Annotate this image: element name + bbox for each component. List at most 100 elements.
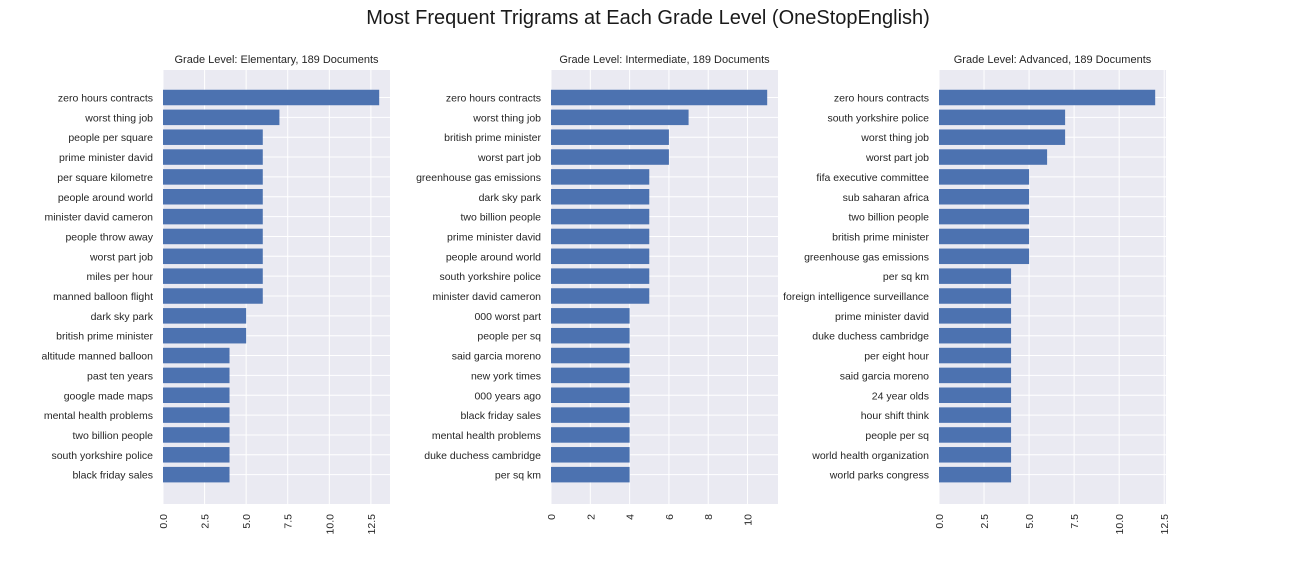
bar [939, 268, 1012, 284]
bar [551, 447, 630, 463]
bar [939, 208, 1030, 225]
category-label: south yorkshire police [439, 271, 541, 283]
bar [551, 129, 669, 145]
category-label: british prime minister [444, 132, 541, 144]
bar [551, 387, 630, 403]
category-label: worst thing job [472, 112, 541, 124]
category-label: sub saharan africa [843, 192, 930, 204]
bar [163, 347, 230, 364]
panel-title: Grade Level: Advanced, 189 Documents [954, 54, 1152, 66]
category-label: people per sq [477, 331, 541, 343]
bar [939, 288, 1012, 304]
category-label: black friday sales [72, 470, 153, 482]
x-tick-label: 5.0 [1024, 514, 1036, 529]
bar [939, 308, 1012, 324]
category-label: google made maps [64, 390, 153, 402]
bar [939, 149, 1048, 165]
bar [939, 347, 1012, 364]
category-label: prime minister david [835, 311, 929, 323]
bar [551, 407, 630, 423]
category-label: south yorkshire police [827, 112, 929, 124]
bar [551, 189, 650, 205]
bar [163, 169, 263, 185]
bar [163, 466, 230, 483]
panel-title: Grade Level: Intermediate, 189 Documents [559, 54, 770, 66]
bar [163, 407, 230, 423]
category-label: said garcia moreno [840, 370, 929, 382]
x-tick-label: 7.5 [1069, 514, 1081, 529]
x-tick-label: 0.0 [158, 514, 170, 529]
x-tick-label: 10.0 [324, 514, 336, 535]
category-label: 000 years ago [474, 390, 541, 402]
bar [939, 327, 1012, 344]
category-label: 24 year olds [872, 390, 929, 402]
category-label: miles per hour [86, 271, 153, 283]
bar [939, 89, 1156, 106]
chart-panel-1: zero hours contracts worst thing job peopl… [41, 54, 390, 534]
chart-panel-3: zero hours contracts south yorkshire poli… [783, 54, 1171, 534]
x-tick-label: 0 [546, 514, 558, 520]
bar [551, 109, 689, 126]
bar [551, 466, 630, 483]
category-label: dark sky park [91, 311, 154, 323]
category-label: mental health problems [432, 430, 541, 442]
category-label: world health organization [811, 450, 929, 462]
bar [551, 427, 630, 443]
bar [163, 308, 247, 324]
category-label: duke duchess cambridge [424, 450, 541, 462]
bar [939, 466, 1012, 483]
bar [551, 288, 650, 304]
bar [551, 347, 630, 364]
x-tick-label: 10.0 [1114, 514, 1126, 535]
category-label: people throw away [65, 231, 153, 243]
bar [939, 228, 1030, 245]
category-label: worst part job [477, 152, 541, 164]
bar [939, 427, 1012, 443]
category-label: worst part job [865, 152, 929, 164]
category-label: world parks congress [829, 470, 929, 482]
bar [939, 248, 1030, 265]
category-label: per eight hour [864, 351, 929, 363]
category-label: worst thing job [860, 132, 929, 144]
bar [163, 228, 263, 245]
category-label: people per sq [865, 430, 929, 442]
category-label: worst part job [89, 251, 153, 263]
bar [163, 427, 230, 443]
category-label: prime minister david [59, 152, 153, 164]
category-label: zero hours contracts [834, 93, 929, 105]
category-label: altitude manned balloon [41, 351, 153, 363]
category-label: duke duchess cambridge [812, 331, 929, 343]
bar [551, 308, 630, 324]
bar [551, 89, 768, 106]
category-label: british prime minister [832, 231, 929, 243]
category-label: prime minister david [447, 231, 541, 243]
x-tick-label: 2 [585, 514, 597, 520]
x-tick-label: 0.0 [934, 514, 946, 529]
category-label: people around world [58, 192, 153, 204]
x-tick-label: 7.5 [283, 514, 295, 529]
bar [551, 149, 669, 165]
category-label: dark sky park [479, 192, 542, 204]
category-label: mental health problems [44, 410, 153, 422]
category-label: two billion people [460, 212, 541, 224]
category-label: two billion people [848, 212, 929, 224]
bar [163, 149, 263, 165]
bar [551, 228, 650, 245]
x-tick-label: 2.5 [200, 514, 212, 529]
category-label: manned balloon flight [53, 291, 153, 303]
bar [163, 89, 380, 106]
category-label: minister david cameron [432, 291, 541, 303]
chart-panel-2: zero hours contracts worst thing job briti… [416, 54, 778, 526]
x-tick-label: 8 [703, 514, 715, 520]
category-label: minister david cameron [44, 212, 153, 224]
category-label: zero hours contracts [446, 93, 541, 105]
bar [551, 367, 630, 384]
figure-title: Most Frequent Trigrams at Each Grade Lev… [366, 7, 930, 29]
category-label: past ten years [87, 370, 153, 382]
bar [939, 367, 1012, 384]
bar [551, 169, 650, 185]
bar [163, 327, 247, 344]
bar [939, 189, 1030, 205]
x-tick-label: 5.0 [241, 514, 253, 529]
